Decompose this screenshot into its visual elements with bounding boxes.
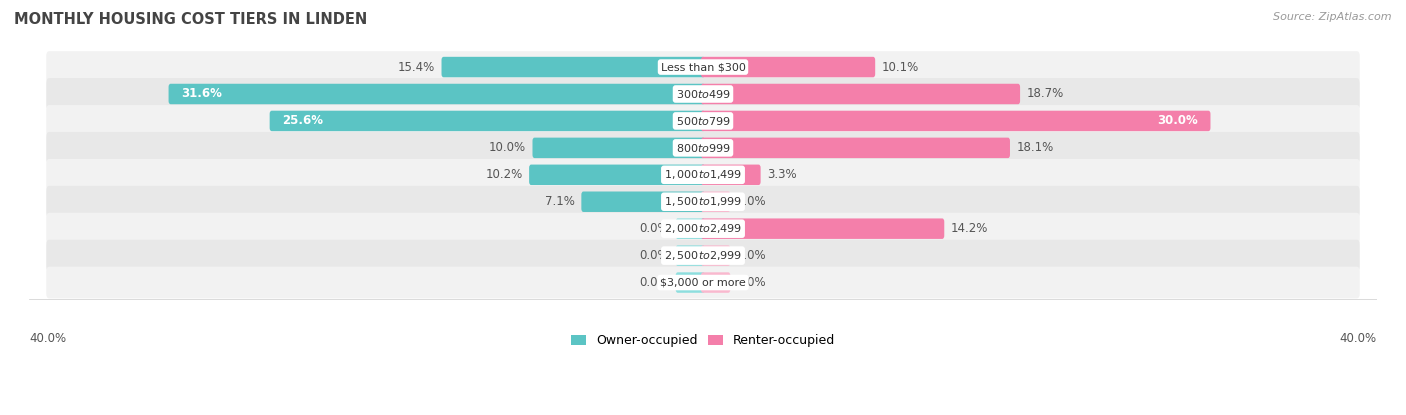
Text: 10.2%: 10.2% [485, 168, 523, 181]
FancyBboxPatch shape [46, 51, 1360, 83]
FancyBboxPatch shape [702, 191, 730, 212]
Text: 40.0%: 40.0% [30, 332, 66, 345]
FancyBboxPatch shape [46, 267, 1360, 298]
FancyBboxPatch shape [702, 84, 1021, 104]
Text: $800 to $999: $800 to $999 [675, 142, 731, 154]
FancyBboxPatch shape [169, 84, 704, 104]
Text: $1,000 to $1,499: $1,000 to $1,499 [664, 168, 742, 181]
FancyBboxPatch shape [46, 240, 1360, 271]
Text: 40.0%: 40.0% [1340, 332, 1376, 345]
FancyBboxPatch shape [702, 218, 945, 239]
Text: 7.1%: 7.1% [546, 195, 575, 208]
Text: $3,000 or more: $3,000 or more [661, 278, 745, 288]
FancyBboxPatch shape [46, 186, 1360, 217]
Text: 0.0%: 0.0% [737, 276, 766, 289]
FancyBboxPatch shape [46, 78, 1360, 110]
FancyBboxPatch shape [46, 132, 1360, 164]
FancyBboxPatch shape [702, 138, 1010, 158]
FancyBboxPatch shape [702, 57, 875, 77]
FancyBboxPatch shape [676, 245, 704, 266]
FancyBboxPatch shape [46, 159, 1360, 191]
FancyBboxPatch shape [676, 272, 704, 293]
Text: $2,000 to $2,499: $2,000 to $2,499 [664, 222, 742, 235]
Text: 14.2%: 14.2% [950, 222, 988, 235]
Text: 0.0%: 0.0% [640, 249, 669, 262]
Text: $500 to $799: $500 to $799 [675, 115, 731, 127]
Text: 15.4%: 15.4% [398, 61, 434, 73]
Text: 25.6%: 25.6% [281, 115, 323, 127]
Text: Source: ZipAtlas.com: Source: ZipAtlas.com [1274, 12, 1392, 22]
FancyBboxPatch shape [702, 111, 1211, 131]
Text: 0.0%: 0.0% [640, 276, 669, 289]
FancyBboxPatch shape [533, 138, 704, 158]
Text: 30.0%: 30.0% [1157, 115, 1198, 127]
FancyBboxPatch shape [676, 218, 704, 239]
Text: 10.0%: 10.0% [489, 142, 526, 154]
Text: 18.1%: 18.1% [1017, 142, 1053, 154]
Text: 3.3%: 3.3% [768, 168, 797, 181]
FancyBboxPatch shape [702, 272, 730, 293]
Text: $1,500 to $1,999: $1,500 to $1,999 [664, 195, 742, 208]
Text: 0.0%: 0.0% [737, 195, 766, 208]
FancyBboxPatch shape [46, 105, 1360, 137]
FancyBboxPatch shape [46, 213, 1360, 244]
Text: Less than $300: Less than $300 [661, 62, 745, 72]
Text: 18.7%: 18.7% [1026, 88, 1064, 100]
Text: 31.6%: 31.6% [181, 88, 222, 100]
Legend: Owner-occupied, Renter-occupied: Owner-occupied, Renter-occupied [567, 330, 839, 352]
Text: 0.0%: 0.0% [737, 249, 766, 262]
FancyBboxPatch shape [702, 245, 730, 266]
Text: 0.0%: 0.0% [640, 222, 669, 235]
Text: $300 to $499: $300 to $499 [675, 88, 731, 100]
FancyBboxPatch shape [270, 111, 704, 131]
Text: MONTHLY HOUSING COST TIERS IN LINDEN: MONTHLY HOUSING COST TIERS IN LINDEN [14, 12, 367, 27]
FancyBboxPatch shape [702, 165, 761, 185]
Text: $2,500 to $2,999: $2,500 to $2,999 [664, 249, 742, 262]
Text: 10.1%: 10.1% [882, 61, 920, 73]
FancyBboxPatch shape [581, 191, 704, 212]
FancyBboxPatch shape [441, 57, 704, 77]
FancyBboxPatch shape [529, 165, 704, 185]
